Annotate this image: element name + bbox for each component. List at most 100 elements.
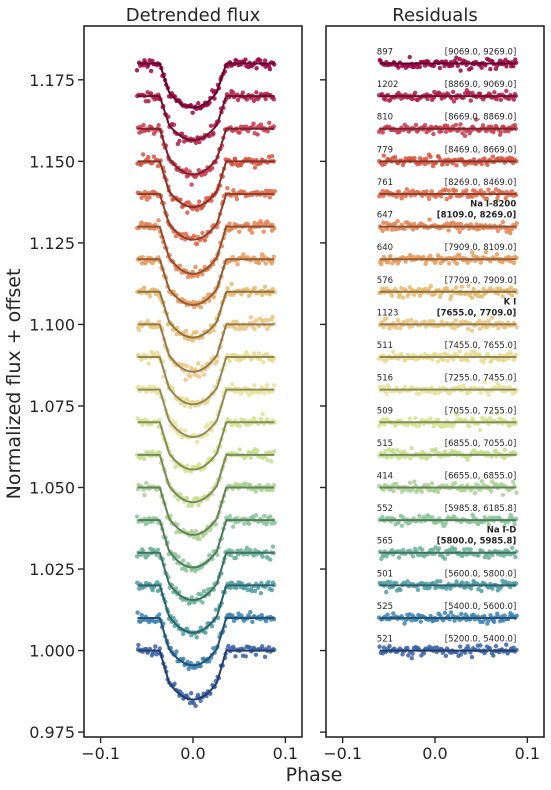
data-point — [476, 552, 481, 558]
flux-series — [135, 314, 277, 382]
data-point — [409, 618, 414, 623]
data-point — [237, 423, 243, 429]
data-point — [198, 304, 204, 310]
data-point — [408, 456, 413, 461]
axes-frame — [325, 25, 545, 738]
transit-model-line — [137, 551, 275, 602]
data-point — [464, 188, 469, 193]
data-point — [209, 428, 215, 433]
data-point — [394, 481, 399, 487]
data-point — [508, 259, 513, 264]
y-tick-label: 1.175 — [29, 71, 75, 90]
data-point — [492, 90, 497, 95]
wavelength-label: [8669.0, 8869.0] — [445, 113, 517, 123]
flux-series — [135, 152, 276, 215]
data-point — [392, 155, 398, 160]
data-point — [185, 210, 190, 215]
data-point — [175, 497, 181, 502]
data-point — [199, 172, 204, 178]
data-point — [441, 618, 446, 623]
data-point — [411, 292, 417, 297]
residual-series: 565 [5800.0, 5985.8]Na I-D — [377, 526, 519, 562]
data-point — [431, 424, 437, 429]
data-point — [422, 352, 428, 357]
data-point — [461, 547, 467, 552]
data-point — [478, 643, 483, 648]
data-point — [396, 555, 402, 560]
data-point — [397, 455, 402, 461]
rms-label: 647 — [377, 211, 393, 221]
data-point — [394, 194, 399, 199]
residual-series: 525 [5400.0, 5600.0] — [377, 602, 519, 626]
data-point — [462, 585, 468, 590]
wavelength-label: [5800.0, 5985.8] — [437, 537, 517, 547]
data-point — [502, 613, 507, 618]
data-point — [400, 652, 405, 657]
data-point — [399, 196, 404, 201]
y-tick-label: 1.050 — [29, 478, 75, 497]
data-point — [454, 579, 459, 584]
data-point — [477, 427, 483, 433]
data-point — [235, 262, 240, 267]
data-point — [248, 455, 253, 461]
data-point — [200, 600, 205, 605]
data-point — [190, 338, 195, 343]
data-point — [459, 580, 465, 585]
data-point — [204, 432, 210, 437]
data-point — [146, 98, 151, 104]
data-point — [510, 545, 515, 551]
data-point — [195, 361, 201, 366]
data-point — [254, 318, 259, 323]
data-point — [406, 64, 411, 69]
data-point — [272, 520, 277, 526]
data-point — [514, 490, 519, 495]
data-point — [446, 188, 452, 193]
data-point — [443, 187, 448, 192]
data-point — [504, 642, 509, 647]
data-point — [478, 260, 484, 265]
feature-label: K I — [504, 297, 517, 307]
data-point — [191, 534, 197, 540]
data-point — [240, 90, 246, 95]
data-point — [249, 230, 255, 235]
data-point — [243, 654, 248, 659]
wavelength-label: [7655.0, 7709.0] — [437, 308, 517, 318]
y-tick-label: 1.125 — [29, 234, 75, 253]
data-point — [239, 326, 245, 332]
data-point — [384, 316, 389, 321]
residual-series: 761 [8269.0, 8469.0] — [377, 178, 519, 202]
data-point — [511, 260, 517, 266]
data-point — [380, 228, 385, 234]
data-point — [252, 165, 258, 170]
wavelength-label: [5985.8, 6185.8] — [445, 504, 517, 514]
data-point — [496, 325, 501, 331]
data-point — [248, 315, 254, 320]
data-point — [478, 390, 483, 395]
data-point — [134, 68, 140, 73]
data-point — [211, 645, 216, 651]
rms-label: 414 — [377, 471, 393, 481]
transit-model-line — [137, 290, 275, 339]
data-point — [385, 226, 390, 232]
rms-label: 1202 — [377, 80, 399, 90]
data-point — [267, 120, 272, 126]
data-point — [227, 513, 233, 519]
data-point — [157, 319, 162, 324]
data-point — [457, 252, 462, 258]
data-point — [150, 588, 155, 593]
data-point — [448, 610, 454, 615]
data-point — [501, 618, 506, 623]
data-point — [415, 587, 421, 592]
data-point — [183, 231, 189, 236]
data-point — [493, 448, 499, 453]
data-point — [452, 546, 458, 552]
rms-label: 576 — [377, 276, 393, 286]
residual-series: 509 [7055.0, 7255.0] — [377, 406, 519, 433]
flux-series — [134, 544, 276, 606]
transit-model-line — [137, 486, 275, 536]
residual-series: 897 [9069.0, 9269.0] — [377, 48, 519, 73]
flux-series — [135, 281, 277, 343]
data-point — [508, 230, 513, 236]
data-point — [200, 230, 205, 236]
data-point — [457, 57, 462, 62]
